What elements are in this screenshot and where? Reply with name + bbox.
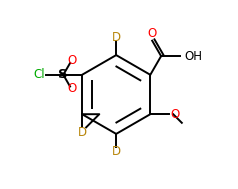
Text: D: D [112, 145, 121, 158]
Text: O: O [148, 27, 157, 40]
Text: O: O [170, 108, 179, 121]
Text: D: D [112, 31, 121, 44]
Text: S: S [59, 68, 68, 81]
Text: OH: OH [184, 50, 203, 63]
Text: O: O [67, 54, 76, 67]
Text: O: O [67, 82, 76, 95]
Text: Cl: Cl [34, 68, 45, 81]
Text: D: D [78, 125, 87, 139]
